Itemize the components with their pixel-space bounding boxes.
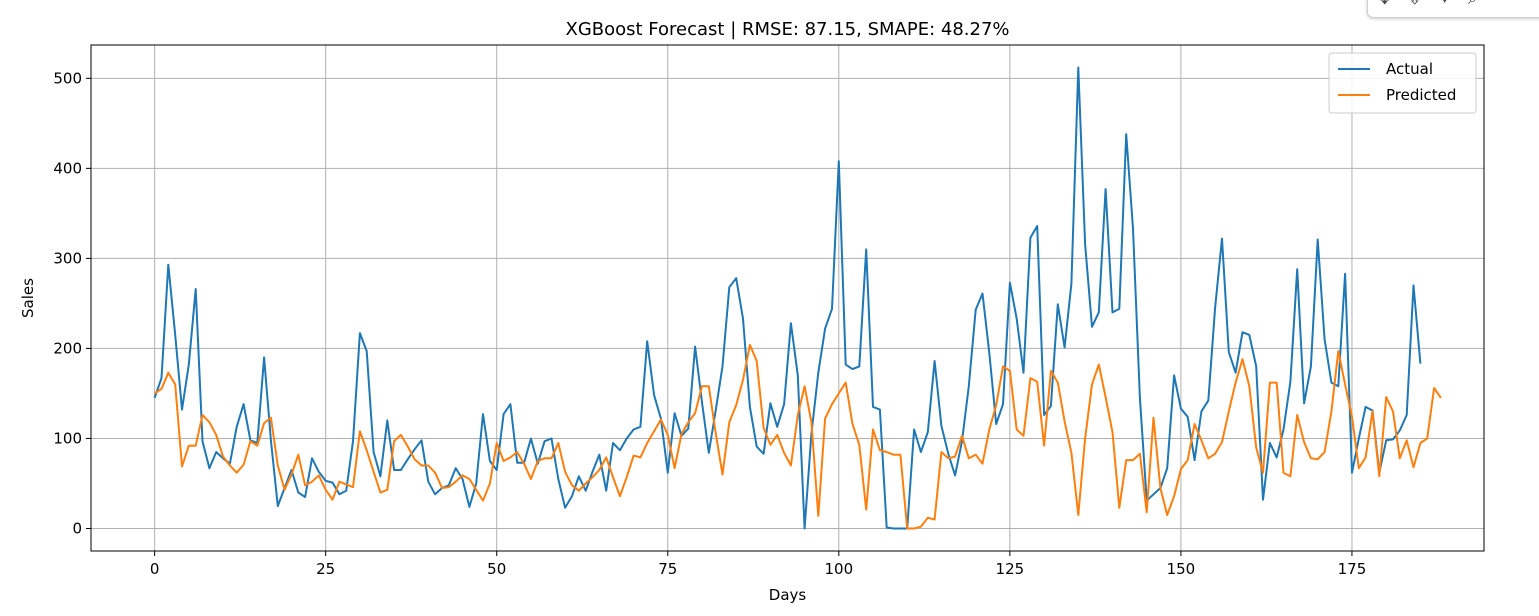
y-tick-label: 300: [53, 249, 82, 267]
download-icon[interactable]: ⇩: [1408, 0, 1421, 8]
sparkle-icon[interactable]: ✦: [1438, 0, 1451, 8]
chart-title: XGBoost Forecast | RMSE: 87.15, SMAPE: 4…: [566, 19, 1010, 40]
y-tick-label: 100: [53, 429, 82, 447]
x-tick-label: 175: [1338, 560, 1367, 578]
x-tick-label: 25: [316, 560, 335, 578]
y-axis-label: Sales: [19, 278, 37, 318]
axis-ticks: 0 25 50 75 100 125 150 175 0 100 200 300 400 500: [53, 69, 1366, 578]
y-tick-label: 500: [53, 69, 82, 87]
x-axis-label: Days: [769, 586, 807, 604]
move-icon[interactable]: ✥: [1378, 0, 1391, 8]
series-line-actual: [153, 66, 1422, 530]
series-lines: [153, 66, 1442, 530]
x-tick-label: 125: [996, 560, 1025, 578]
legend: Actual Predicted: [1328, 52, 1477, 114]
y-tick-label: 200: [53, 339, 82, 357]
x-tick-label: 0: [150, 560, 160, 578]
legend-label-predicted: Predicted: [1386, 86, 1456, 104]
x-tick-label: 150: [1167, 560, 1196, 578]
zoom-icon[interactable]: ⌕: [1468, 0, 1477, 9]
y-tick-label: 0: [72, 519, 82, 537]
x-tick-label: 50: [487, 560, 506, 578]
series-line-predicted: [154, 343, 1442, 530]
x-tick-label: 100: [824, 560, 853, 578]
plot-toolbar: ✥ ⇩ ✦ ⌕: [1367, 0, 1539, 18]
legend-label-actual: Actual: [1386, 60, 1433, 78]
grid-lines: [91, 45, 1484, 551]
y-tick-label: 400: [53, 159, 82, 177]
x-tick-label: 75: [658, 560, 677, 578]
plot-frame: [90, 44, 1485, 552]
